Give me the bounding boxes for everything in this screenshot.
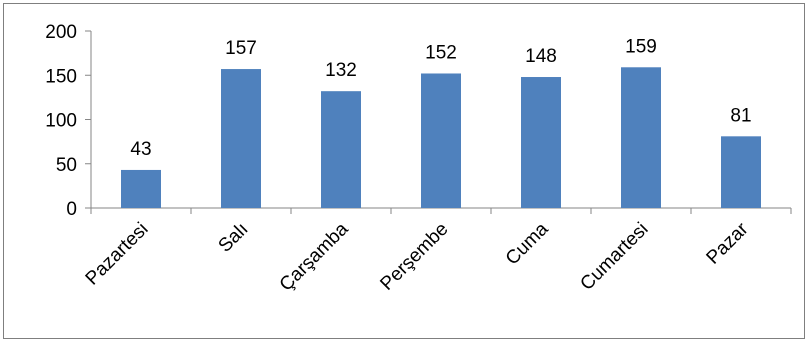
category-labels: Pazartesi Salı Çarşamba Perşembe Cuma Cumarte… bbox=[82, 218, 753, 295]
bar bbox=[221, 69, 261, 209]
category-label: Pazartesi bbox=[82, 219, 153, 290]
category-label: Çarşamba bbox=[276, 218, 353, 295]
bars bbox=[121, 67, 761, 209]
bar bbox=[321, 91, 361, 208]
bar bbox=[621, 67, 661, 208]
y-tick-label: 150 bbox=[45, 66, 77, 87]
y-tick-label: 200 bbox=[45, 22, 77, 43]
data-label: 81 bbox=[730, 105, 751, 126]
y-tick-label: 100 bbox=[45, 111, 77, 132]
data-label: 152 bbox=[425, 42, 457, 63]
y-tick-label: 50 bbox=[56, 155, 77, 176]
data-label: 148 bbox=[525, 46, 557, 67]
bar bbox=[421, 73, 461, 208]
y-tick-label: 0 bbox=[66, 199, 77, 220]
category-label: Salı bbox=[215, 219, 253, 257]
data-label: 159 bbox=[625, 36, 657, 57]
category-label: Cumartesi bbox=[576, 219, 652, 295]
data-label: 157 bbox=[225, 38, 257, 59]
category-label: Cuma bbox=[502, 218, 553, 269]
data-label: 43 bbox=[130, 139, 151, 160]
bar bbox=[121, 169, 161, 208]
category-label: Perşembe bbox=[376, 219, 452, 295]
category-label: Pazar bbox=[703, 218, 753, 268]
axes: 0 50 100 150 200 bbox=[45, 22, 792, 220]
bar bbox=[521, 77, 561, 209]
bar bbox=[721, 136, 761, 208]
data-label: 132 bbox=[325, 60, 357, 81]
data-labels: 43 157 132 152 148 159 81 bbox=[130, 36, 751, 160]
